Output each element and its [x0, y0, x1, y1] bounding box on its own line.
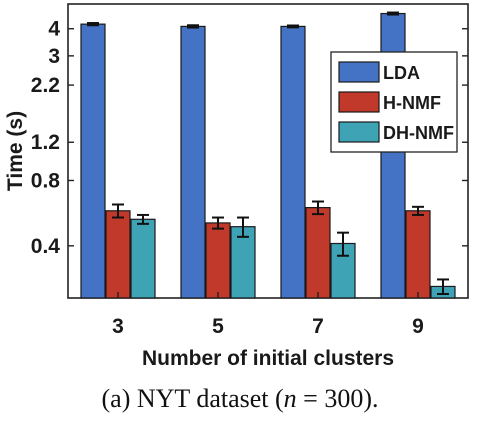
bar-dh-nmf-3 — [130, 218, 156, 299]
bar-lda-3 — [80, 23, 106, 299]
caption-equation: = 300). — [296, 384, 379, 413]
x-tick-label: 5 — [212, 315, 224, 338]
bar-h-nmf-3 — [105, 210, 131, 299]
legend-swatch-dh-nmf — [338, 121, 380, 143]
legend-label-dh-nmf: DH-NMF — [383, 123, 454, 143]
y-tick-label: 3 — [48, 45, 60, 68]
caption-variable: n — [283, 384, 297, 413]
y-tick-label: 4 — [48, 18, 60, 41]
bar-chart: 0.4 0.8 1.2 2.2 3 4 3 5 7 9 Number of initial clus… — [4, 3, 469, 370]
legend-label-h-nmf: H-NMF — [383, 93, 441, 113]
x-tick-label: 3 — [112, 315, 124, 338]
bar-lda-5 — [180, 25, 206, 299]
x-tick-label: 9 — [412, 315, 424, 338]
y-tick-label: 0.8 — [31, 169, 61, 192]
y-tick-label: 0.4 — [31, 235, 61, 258]
bar-h-nmf-9 — [405, 210, 431, 299]
bar-lda-7 — [280, 25, 306, 299]
caption-prefix: (a) NYT dataset ( — [101, 384, 284, 413]
bar-h-nmf-7 — [305, 206, 331, 299]
legend-label-lda: LDA — [383, 63, 420, 83]
legend-swatch-h-nmf — [338, 91, 380, 113]
plot-frame — [67, 3, 469, 299]
figure-caption: (a) NYT dataset (n = 300). — [0, 384, 480, 414]
x-tick-label: 7 — [312, 315, 324, 338]
y-tick-label: 2.2 — [31, 74, 60, 97]
y-tick-label: 1.2 — [31, 131, 60, 154]
y-axis-label: Time (s) — [4, 111, 27, 191]
x-axis-label: Number of initial clusters — [142, 347, 394, 370]
bar-dh-nmf-5 — [230, 226, 256, 299]
bar-h-nmf-5 — [205, 222, 231, 299]
legend-swatch-lda — [338, 61, 380, 83]
